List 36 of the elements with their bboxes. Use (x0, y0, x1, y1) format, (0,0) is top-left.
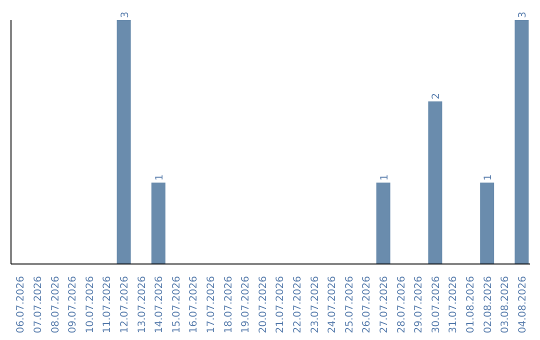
x-tick-label: 15.07.2026 (171, 276, 182, 334)
x-tick-label: 24.07.2026 (327, 276, 338, 334)
x-tick-label: 06.07.2026 (16, 276, 27, 334)
data-label: 1 (379, 174, 390, 181)
x-tick-label: 13.07.2026 (136, 276, 148, 334)
x-tick-label: 21.07.2026 (275, 276, 286, 334)
x-tick-label: 08.07.2026 (50, 276, 62, 334)
x-tick-label: 25.07.2026 (344, 276, 356, 334)
x-tick-label: 14.07.2026 (154, 276, 166, 334)
data-label: 1 (483, 174, 494, 181)
x-tick-label: 19.07.2026 (240, 276, 252, 334)
data-label: 3 (518, 12, 529, 18)
x-tick-label: 02.08.2026 (482, 276, 494, 334)
x-tick-label: 07.07.2026 (32, 276, 44, 334)
data-label: 2 (431, 92, 442, 100)
x-tick-label: 01.08.2026 (465, 276, 476, 334)
x-tick-label: 23.07.2026 (310, 276, 321, 334)
x-tick-label: 29.07.2026 (414, 276, 425, 334)
data-label: 3 (120, 12, 131, 18)
data-label: 1 (154, 174, 166, 181)
x-tick-label: 22.07.2026 (292, 276, 304, 334)
x-tick-label: 30.07.2026 (430, 276, 442, 334)
x-tick-label: 11.07.2026 (102, 276, 114, 334)
x-tick-label: 18.07.2026 (223, 276, 234, 334)
x-tick-label: 20.07.2026 (258, 276, 269, 334)
x-tick-label: 28.07.2026 (396, 276, 408, 334)
x-tick-label: 17.07.2026 (206, 276, 217, 334)
x-tick-label: 31.07.2026 (448, 276, 460, 334)
x-tick-label: 12.07.2026 (119, 276, 130, 334)
x-tick-label: 10.07.2026 (84, 276, 96, 334)
x-tick-label: 09.07.2026 (68, 276, 79, 334)
x-tick-label: 16.07.2026 (188, 276, 200, 334)
x-tick-label: 03.08.2026 (500, 276, 512, 334)
x-tick-label: 26.07.2026 (362, 276, 373, 334)
x-tick-label: 27.07.2026 (378, 276, 390, 334)
x-tick-label: 04.08.2026 (517, 276, 528, 334)
